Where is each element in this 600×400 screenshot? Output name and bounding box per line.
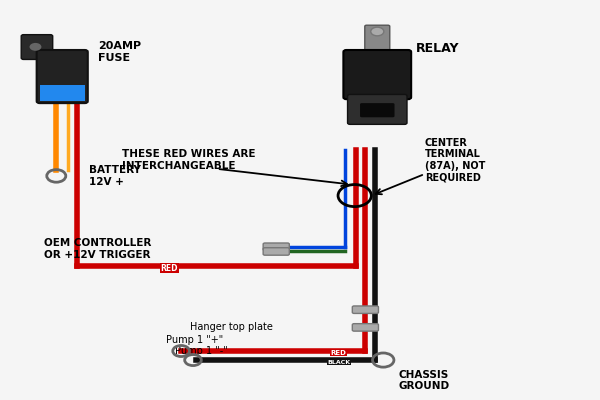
Text: RELAY: RELAY (416, 42, 460, 54)
Text: OEM CONTROLLER
OR +12V TRIGGER: OEM CONTROLLER OR +12V TRIGGER (44, 238, 152, 260)
Text: Pump 1 "+": Pump 1 "+" (166, 335, 223, 345)
Text: CHASSIS
GROUND: CHASSIS GROUND (398, 370, 449, 392)
Text: CENTER
TERMINAL
(87A), NOT
REQUIRED: CENTER TERMINAL (87A), NOT REQUIRED (425, 138, 485, 182)
Text: Hanger top plate: Hanger top plate (190, 322, 273, 332)
Text: Pump 1 "-": Pump 1 "-" (175, 346, 228, 356)
Circle shape (371, 27, 384, 36)
FancyBboxPatch shape (352, 324, 379, 331)
Text: BATTERY
12V +: BATTERY 12V + (89, 165, 141, 187)
FancyBboxPatch shape (37, 50, 88, 103)
FancyBboxPatch shape (365, 25, 390, 57)
FancyBboxPatch shape (40, 85, 85, 101)
Text: THESE RED WIRES ARE
INTERCHANGEABLE: THESE RED WIRES ARE INTERCHANGEABLE (122, 149, 255, 171)
FancyBboxPatch shape (360, 103, 395, 117)
Text: 20AMP
FUSE: 20AMP FUSE (98, 41, 141, 63)
FancyBboxPatch shape (263, 248, 289, 255)
FancyBboxPatch shape (263, 243, 289, 250)
Circle shape (29, 43, 41, 51)
Text: BLACK: BLACK (327, 360, 350, 364)
Text: RED: RED (160, 264, 178, 273)
FancyBboxPatch shape (352, 306, 379, 314)
Text: RED: RED (331, 350, 347, 356)
FancyBboxPatch shape (21, 35, 53, 60)
FancyBboxPatch shape (343, 50, 411, 99)
FancyBboxPatch shape (347, 94, 407, 124)
